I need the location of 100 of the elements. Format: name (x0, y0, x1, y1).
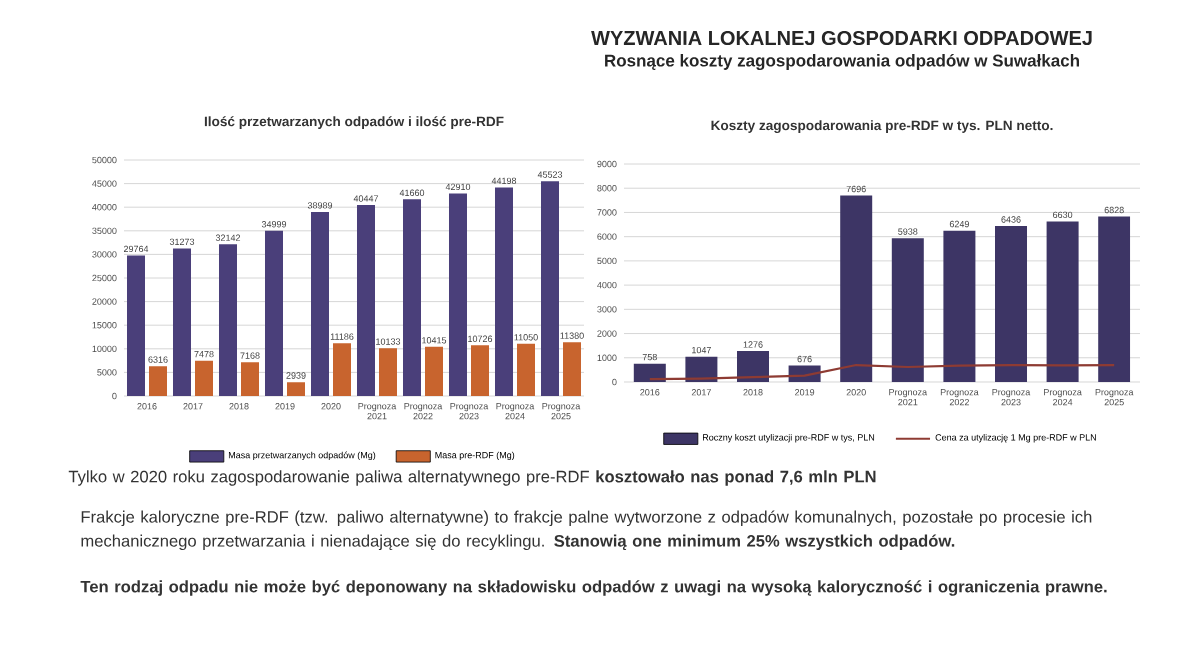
data-label: 44198 (491, 177, 517, 184)
bar (471, 345, 489, 396)
y-tick-label: 45000 (92, 180, 117, 187)
data-label: 31273 (169, 238, 195, 245)
data-label: 42910 (445, 183, 471, 191)
chart-title: Koszty zagospodarowania pre-RDF w tys. PLN netto. (711, 120, 1053, 133)
x-tick-label: 2019 (275, 403, 295, 410)
bar (357, 205, 375, 396)
y-tick-label: 35000 (92, 227, 117, 234)
bar (195, 360, 213, 396)
legend-label: Masa pre-RDF (Mg) (435, 451, 515, 461)
data-label: 6436 (1001, 216, 1021, 223)
x-tick-label: Prognoza 2023 (450, 403, 489, 420)
data-label: 7168 (240, 352, 260, 359)
x-tick-label: Prognoza 2022 (940, 389, 979, 406)
bar (379, 348, 397, 396)
x-tick-label: 2018 (229, 403, 249, 410)
y-tick-label: 7000 (597, 209, 617, 216)
legend-label: Masa przetwarzanych odpadów (Mg) (228, 451, 376, 461)
x-tick-label: 2017 (691, 389, 711, 396)
y-tick-label: 5000 (597, 257, 617, 265)
x-tick-label: 2016 (640, 389, 660, 396)
bar (311, 211, 329, 396)
y-tick-label: 1000 (597, 354, 617, 361)
x-tick-label: 2018 (743, 389, 763, 396)
text: Rosnące koszty zagospodarowania odpadów w Suwałkach (605, 53, 1079, 71)
bar (995, 226, 1027, 382)
bar (219, 244, 237, 396)
bar (149, 366, 167, 396)
data-label: 6630 (1053, 211, 1073, 219)
data-label: 7696 (846, 185, 866, 193)
y-tick-label: 2000 (597, 330, 617, 337)
bar (495, 187, 513, 396)
legend-label: Roczny koszt utylizacji pre-RDF w tys, PLN (703, 434, 875, 443)
bar (333, 343, 351, 396)
x-tick-label: 2020 (846, 389, 866, 396)
y-tick-label: 40000 (92, 204, 117, 211)
data-label: 6316 (148, 356, 168, 363)
data-label: 1047 (692, 346, 711, 354)
x-tick-label: 2016 (137, 403, 157, 410)
y-tick-label: 25000 (92, 274, 117, 282)
y-tick-label: 10000 (92, 345, 117, 352)
y-tick-label: 30000 (92, 251, 117, 258)
data-label: 6828 (1104, 206, 1124, 214)
data-label: 758 (642, 353, 657, 361)
bar (541, 181, 559, 396)
x-tick-label: 2020 (321, 403, 341, 410)
y-tick-label: 15000 (92, 322, 117, 329)
data-label: 10415 (422, 337, 447, 344)
text: Tylko w 2020 roku zagospodarowanie paliwa alternatywnego pre-RDF kosztowało nas ponad 7,6 mln PLN (68, 470, 876, 486)
data-label: 40447 (353, 195, 379, 202)
data-label: 11050 (514, 334, 538, 341)
y-tick-label: 0 (612, 378, 617, 386)
y-tick-label: 6000 (597, 233, 617, 240)
bar (517, 343, 535, 396)
data-label: 7478 (194, 350, 214, 358)
y-tick-label: 3000 (597, 306, 617, 313)
bar (840, 195, 873, 382)
x-tick-label: Prognoza 2022 (404, 403, 443, 420)
data-label: 10726 (468, 335, 493, 342)
x-tick-label: Prognoza 2025 (1095, 389, 1134, 406)
data-label: 45523 (537, 171, 563, 178)
bar (449, 193, 467, 396)
bar (1098, 216, 1131, 382)
bar (943, 230, 976, 382)
bar (685, 356, 718, 382)
x-tick-label: 2019 (795, 389, 815, 396)
y-tick-label: 5000 (97, 369, 117, 376)
bar (563, 342, 581, 396)
bar (403, 199, 421, 396)
y-tick-label: 9000 (597, 160, 617, 168)
x-tick-label: 2017 (183, 403, 203, 410)
data-label: 29764 (123, 245, 149, 253)
x-tick-label: Prognoza 2023 (992, 389, 1031, 406)
chart-title: Ilość przetwarzanych odpadów i ilość pre-RDF (204, 116, 504, 129)
data-label: 32142 (215, 234, 241, 241)
data-label: 2939 (286, 372, 306, 379)
bar (1046, 221, 1079, 382)
bar (127, 255, 145, 396)
text: Ten rodzaj odpadu nie może być deponowany na składowisku odpadów z uwagi na wysoką kaloryczność i ograniczenia prawne. (80, 580, 1107, 596)
data-label: 5938 (898, 228, 918, 235)
x-tick-label: Prognoza 2021 (358, 403, 397, 420)
legend-label: Cena za utylizację 1 Mg pre-RDF w PLN (935, 434, 1096, 443)
y-tick-label: 50000 (92, 156, 117, 164)
bar (173, 248, 191, 396)
text: Frakcje kaloryczne pre-RDF (tzw. paliwo alternatywne) to frakcje palne wytworzone z odpadów komunalnych, pozostałe po procesie ich mechanicznego przetwarzania i nienadające się do recyklingu. Stanowią one minimum 25% wszystkich odpadów. (81, 510, 1092, 551)
data-label: 10133 (376, 338, 401, 345)
data-label: 41660 (399, 189, 425, 196)
data-label: 38989 (307, 202, 333, 209)
bar (265, 230, 283, 396)
y-tick-label: 0 (112, 392, 117, 400)
data-label: 1276 (743, 341, 763, 348)
data-label: 6249 (949, 220, 969, 228)
y-tick-label: 8000 (597, 185, 617, 192)
y-tick-label: 4000 (597, 281, 617, 289)
data-label: 34999 (261, 221, 287, 228)
data-label: 11186 (330, 333, 354, 340)
x-tick-label: Prognoza 2025 (542, 403, 581, 420)
bar (287, 382, 305, 396)
data-label: 11380 (560, 332, 584, 339)
